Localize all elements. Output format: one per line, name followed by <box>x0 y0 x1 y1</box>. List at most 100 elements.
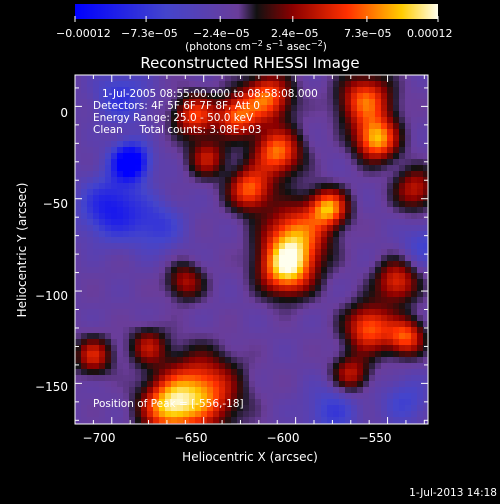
heatmap-cell <box>321 123 328 130</box>
heatmap-cell <box>195 243 202 250</box>
heatmap-cell <box>141 273 148 280</box>
heatmap-cell <box>339 93 346 100</box>
heatmap-cell <box>261 309 268 316</box>
heatmap-cell <box>405 147 412 154</box>
heatmap-cell <box>357 231 364 238</box>
heatmap-cell <box>201 207 208 214</box>
heatmap-cell <box>321 369 328 376</box>
heatmap-cell <box>381 345 388 352</box>
heatmap-cell <box>273 351 280 358</box>
heatmap-cell <box>327 345 334 352</box>
heatmap-cell <box>141 387 148 394</box>
heatmap-cell <box>189 81 196 88</box>
heatmap-cell <box>309 393 316 400</box>
heatmap-cell <box>129 153 136 160</box>
heatmap-cell <box>237 165 244 172</box>
heatmap-cell <box>297 213 304 220</box>
heatmap-cell <box>405 81 412 88</box>
heatmap-cell <box>369 267 376 274</box>
heatmap-cell <box>297 267 304 274</box>
heatmap-cell <box>117 327 124 334</box>
heatmap-cell <box>165 129 172 136</box>
heatmap-cell <box>135 357 142 364</box>
heatmap-cell <box>309 189 316 196</box>
heatmap-cell <box>159 87 166 94</box>
heatmap-cell <box>369 249 376 256</box>
heatmap-cell <box>147 201 154 208</box>
heatmap-cell <box>273 171 280 178</box>
heatmap-cell <box>345 219 352 226</box>
heatmap-cell <box>159 195 166 202</box>
heatmap-cell <box>201 99 208 106</box>
heatmap-cell <box>327 183 334 190</box>
heatmap-cell <box>261 327 268 334</box>
heatmap-cell <box>381 147 388 154</box>
heatmap-cell <box>111 309 118 316</box>
heatmap-cell <box>189 387 196 394</box>
heatmap-cell <box>105 105 112 112</box>
heatmap-cell <box>267 105 274 112</box>
heatmap-cell <box>177 231 184 238</box>
heatmap-cell <box>375 165 382 172</box>
heatmap-cell <box>273 81 280 88</box>
heatmap-cell <box>183 225 190 232</box>
heatmap-cell <box>111 333 118 340</box>
heatmap-cell <box>111 357 118 364</box>
heatmap-cell <box>219 315 226 322</box>
heatmap-cell <box>267 171 274 178</box>
heatmap-cell <box>87 141 94 148</box>
heatmap-cell <box>345 291 352 298</box>
heatmap-cell <box>321 111 328 118</box>
heatmap-cell <box>201 357 208 364</box>
heatmap-cell <box>303 405 310 412</box>
heatmap-cell <box>183 393 190 400</box>
heatmap-cell <box>243 135 250 142</box>
heatmap-cell <box>159 411 166 418</box>
heatmap-cell <box>333 297 340 304</box>
heatmap-cell <box>423 297 428 304</box>
heatmap-cell <box>261 207 268 214</box>
heatmap-cell <box>129 351 136 358</box>
heatmap-cell <box>111 195 118 202</box>
heatmap-cell <box>393 417 400 424</box>
heatmap-cell <box>315 153 322 160</box>
heatmap-cell <box>87 363 94 370</box>
heatmap-cell <box>243 381 250 388</box>
heatmap-cell <box>393 219 400 226</box>
heatmap-cell <box>249 75 256 82</box>
heatmap-cell <box>213 213 220 220</box>
heatmap-cell <box>381 123 388 130</box>
heatmap-cell <box>111 189 118 196</box>
heatmap-cell <box>279 141 286 148</box>
heatmap-cell <box>135 273 142 280</box>
heatmap-cell <box>285 363 292 370</box>
heatmap-cell <box>183 321 190 328</box>
heatmap-cell <box>303 225 310 232</box>
heatmap-cell <box>303 87 310 94</box>
heatmap-cell <box>393 303 400 310</box>
heatmap-cell <box>225 189 232 196</box>
heatmap-cell <box>423 291 428 298</box>
heatmap-cell <box>345 399 352 406</box>
heatmap-cell <box>165 183 172 190</box>
heatmap-cell <box>273 213 280 220</box>
heatmap-cell <box>99 207 106 214</box>
heatmap-cell <box>195 381 202 388</box>
heatmap-cell <box>159 249 166 256</box>
heatmap-cell <box>399 87 406 94</box>
heatmap-cell <box>135 339 142 346</box>
heatmap-cell <box>75 225 82 232</box>
heatmap-cell <box>213 105 220 112</box>
heatmap-cell <box>351 219 358 226</box>
heatmap-cell <box>87 123 94 130</box>
heatmap-cell <box>231 87 238 94</box>
heatmap-cell <box>195 81 202 88</box>
heatmap-cell <box>249 297 256 304</box>
heatmap-cell <box>345 213 352 220</box>
heatmap-cell <box>243 231 250 238</box>
heatmap-cell <box>279 123 286 130</box>
heatmap-cell <box>195 99 202 106</box>
heatmap-cell <box>315 291 322 298</box>
heatmap-cell <box>81 117 88 124</box>
heatmap-cell <box>345 123 352 130</box>
